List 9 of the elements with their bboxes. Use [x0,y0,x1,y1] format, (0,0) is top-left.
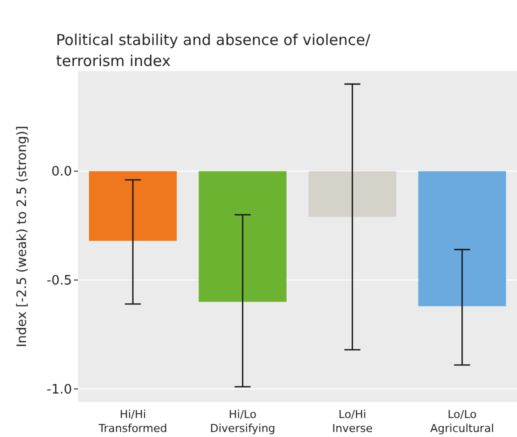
chart-title: Political stability and absence of violence/ terrorism index [56,31,372,70]
x-tick-label: Lo/Hi Inverse [332,408,373,435]
x-tick-label: Hi/Hi Transformed [98,408,168,435]
y-tick-label: -1.0 [46,382,72,398]
y-axis-title: Index [-2.5 (weak) to 2.5 (strong)] [15,126,30,348]
y-tick-label: -0.5 [46,274,72,289]
y-tick-label: 0.0 [51,164,72,180]
x-tick-label: Lo/Lo Agricultural [430,408,494,435]
x-tick-label: Hi/Lo Diversifying [210,408,276,435]
